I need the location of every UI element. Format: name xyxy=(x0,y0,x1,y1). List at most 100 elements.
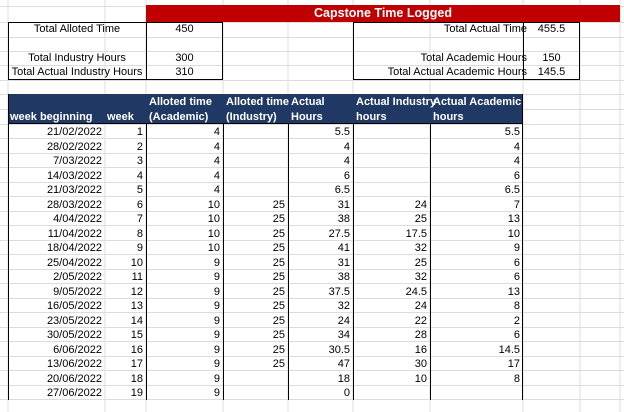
summary-left-label[interactable]: Total Industry Hours xyxy=(28,52,126,64)
cell-alloted-industry[interactable] xyxy=(223,372,288,386)
cell-alloted-industry[interactable] xyxy=(223,125,288,139)
cell-actual-hours[interactable]: 31 xyxy=(337,257,350,269)
cell-actual-industry[interactable] xyxy=(353,125,430,139)
cell-actual-hours[interactable]: 18 xyxy=(337,373,350,385)
cell-actual-hours[interactable]: 4 xyxy=(343,155,350,167)
header-alloted-industry-line1[interactable]: Alloted time xyxy=(226,96,289,108)
summary-left-label[interactable]: Total Actual Industry Hours xyxy=(11,66,143,78)
cell-actual-academic[interactable]: 4 xyxy=(513,155,520,167)
header-actual-academic-line2[interactable]: hours xyxy=(433,111,464,123)
cell-actual-academic[interactable]: 10 xyxy=(507,228,520,240)
cell-alloted-industry[interactable]: 25 xyxy=(272,315,285,327)
cell-actual-hours[interactable]: 38 xyxy=(337,213,350,225)
cell-actual-industry[interactable]: 25 xyxy=(414,257,427,269)
cell-actual-academic[interactable]: 5.5 xyxy=(504,126,520,138)
cell-week[interactable]: 6 xyxy=(136,199,143,211)
cell-actual-hours[interactable]: 37.5 xyxy=(328,286,350,298)
cell-actual-hours[interactable]: 47 xyxy=(337,358,350,370)
sheet-title-banner[interactable]: Capstone Time Logged xyxy=(146,5,620,22)
cell-alloted-academic[interactable]: 4 xyxy=(213,155,220,167)
cell-actual-industry[interactable] xyxy=(353,386,430,400)
cell-actual-industry[interactable]: 32 xyxy=(414,242,427,254)
cell-actual-industry[interactable] xyxy=(353,169,430,183)
header-actual-industry-line1[interactable]: Actual Industry xyxy=(356,96,437,108)
header-actual-industry-line2[interactable]: hours xyxy=(356,111,387,123)
cell-actual-academic[interactable]: 6 xyxy=(513,170,520,182)
cell-alloted-industry[interactable]: 25 xyxy=(272,344,285,356)
cell-week[interactable]: 9 xyxy=(136,242,143,254)
cell-alloted-industry[interactable] xyxy=(223,169,288,183)
cell-alloted-academic[interactable]: 9 xyxy=(213,257,220,269)
cell-actual-hours[interactable]: 6 xyxy=(343,170,350,182)
cell-actual-industry[interactable] xyxy=(353,183,430,197)
cell-actual-hours[interactable]: 0 xyxy=(343,387,350,399)
cell-alloted-industry[interactable]: 25 xyxy=(272,300,285,312)
header-alloted-academic-line1[interactable]: Alloted time xyxy=(149,96,212,108)
cell-alloted-industry[interactable] xyxy=(223,386,288,400)
cell-week-beginning[interactable]: 6/06/2022 xyxy=(53,344,102,356)
cell-week[interactable]: 2 xyxy=(136,141,143,153)
cell-week-beginning[interactable]: 4/04/2022 xyxy=(53,213,102,225)
cell-actual-academic[interactable]: 13 xyxy=(507,213,520,225)
cell-alloted-industry[interactable]: 25 xyxy=(272,358,285,370)
cell-alloted-academic[interactable]: 9 xyxy=(213,387,220,399)
cell-actual-academic[interactable] xyxy=(430,386,523,400)
cell-alloted-academic[interactable]: 9 xyxy=(213,373,220,385)
cell-week-beginning[interactable]: 28/02/2022 xyxy=(46,141,102,153)
header-actual-hours-line2[interactable]: Hours xyxy=(291,111,323,123)
cell-week[interactable]: 3 xyxy=(136,155,143,167)
cell-week-beginning[interactable]: 25/04/2022 xyxy=(46,257,102,269)
summary-right-label[interactable]: Total Actual Academic Hours xyxy=(387,66,527,78)
cell-alloted-industry[interactable] xyxy=(223,140,288,154)
summary-right-label[interactable]: Total Actual Time xyxy=(443,23,527,35)
cell-alloted-academic[interactable]: 9 xyxy=(213,300,220,312)
cell-week[interactable]: 12 xyxy=(130,286,143,298)
cell-actual-industry[interactable]: 28 xyxy=(414,329,427,341)
header-week[interactable]: week xyxy=(107,111,134,123)
cell-actual-hours[interactable]: 24 xyxy=(337,315,350,327)
cell-actual-academic[interactable]: 4 xyxy=(513,141,520,153)
header-actual-hours-line1[interactable]: Actual xyxy=(291,96,325,108)
cell-alloted-academic[interactable]: 9 xyxy=(213,286,220,298)
header-alloted-industry-line2[interactable]: (Industry) xyxy=(226,111,277,123)
cell-actual-academic[interactable]: 17 xyxy=(507,358,520,370)
cell-actual-academic[interactable]: 6 xyxy=(513,271,520,283)
cell-week[interactable]: 19 xyxy=(130,387,143,399)
cell-actual-academic[interactable]: 6 xyxy=(513,257,520,269)
summary-left-value[interactable]: 450 xyxy=(175,23,194,35)
cell-actual-industry[interactable]: 22 xyxy=(414,315,427,327)
cell-actual-hours[interactable]: 5.5 xyxy=(334,126,350,138)
cell-week-beginning[interactable]: 16/05/2022 xyxy=(46,300,102,312)
cell-week[interactable]: 18 xyxy=(130,373,143,385)
summary-left-value[interactable]: 310 xyxy=(175,66,194,78)
cell-actual-industry[interactable]: 24 xyxy=(414,300,427,312)
cell-actual-hours[interactable]: 38 xyxy=(337,271,350,283)
cell-actual-hours[interactable]: 34 xyxy=(337,329,350,341)
cell-actual-industry[interactable]: 32 xyxy=(414,271,427,283)
cell-week-beginning[interactable]: 2/05/2022 xyxy=(53,271,102,283)
cell-actual-hours[interactable]: 32 xyxy=(337,300,350,312)
cell-alloted-academic[interactable]: 10 xyxy=(207,242,220,254)
cell-week-beginning[interactable]: 27/06/2022 xyxy=(46,387,102,399)
cell-week[interactable]: 16 xyxy=(130,344,143,356)
cell-week-beginning[interactable]: 14/03/2022 xyxy=(46,170,102,182)
cell-actual-academic[interactable]: 14.5 xyxy=(498,344,520,356)
cell-actual-academic[interactable]: 13 xyxy=(507,286,520,298)
cell-alloted-industry[interactable]: 25 xyxy=(272,228,285,240)
cell-alloted-academic[interactable]: 4 xyxy=(213,170,220,182)
cell-alloted-academic[interactable]: 9 xyxy=(213,315,220,327)
cell-actual-industry[interactable]: 16 xyxy=(414,344,427,356)
cell-actual-academic[interactable]: 7 xyxy=(513,199,520,211)
cell-week[interactable]: 11 xyxy=(131,271,143,283)
cell-actual-academic[interactable]: 2 xyxy=(513,315,520,327)
cell-week-beginning[interactable]: 21/02/2022 xyxy=(46,126,102,138)
cell-week-beginning[interactable]: 18/04/2022 xyxy=(46,242,102,254)
cell-alloted-academic[interactable]: 9 xyxy=(213,358,220,370)
cell-actual-industry[interactable]: 17.5 xyxy=(405,228,427,240)
cell-week-beginning[interactable]: 11/04/2022 xyxy=(47,228,102,240)
summary-right-value[interactable]: 145.5 xyxy=(537,66,566,78)
cell-actual-hours[interactable]: 27.5 xyxy=(328,228,350,240)
cell-week[interactable]: 15 xyxy=(130,329,143,341)
cell-alloted-academic[interactable]: 4 xyxy=(213,184,220,196)
cell-week[interactable]: 17 xyxy=(130,358,143,370)
